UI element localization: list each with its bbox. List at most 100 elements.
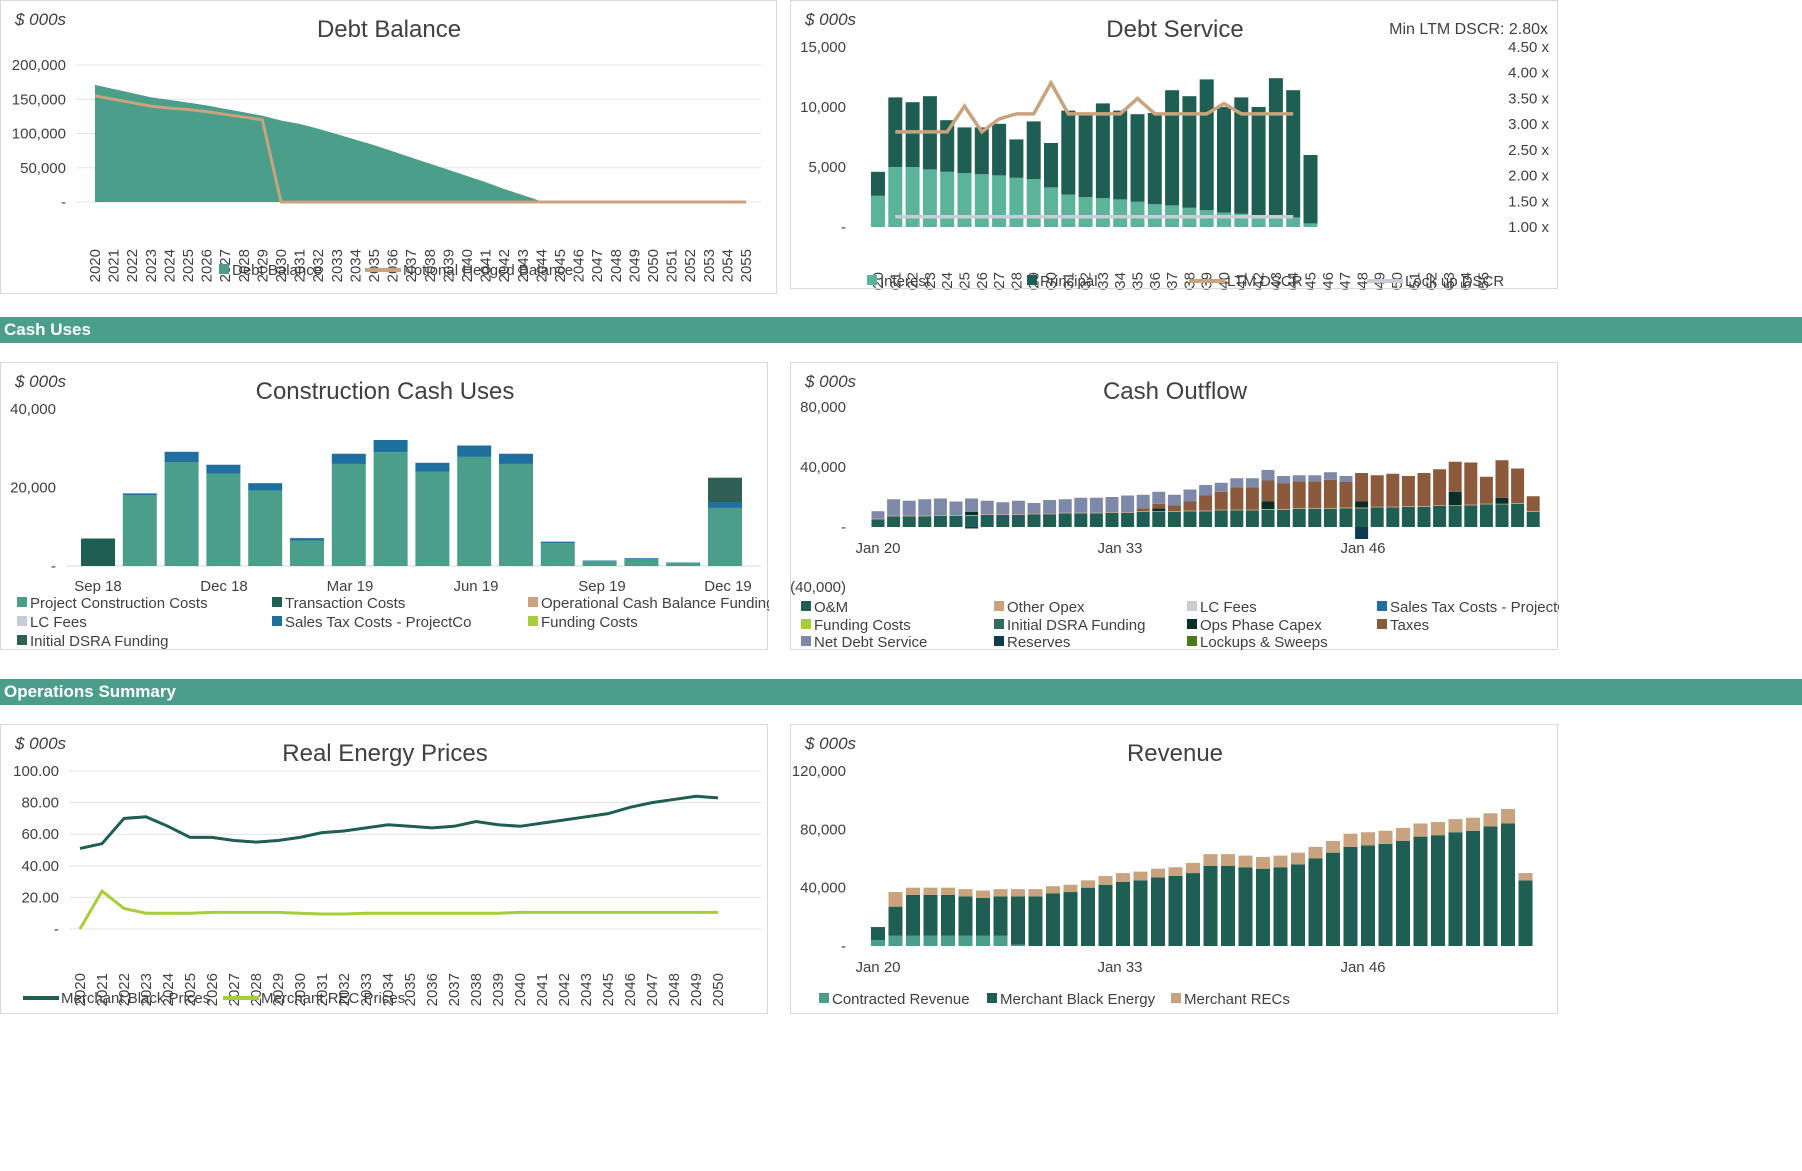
bar-principal (1268, 78, 1283, 217)
legend-label: Taxes (1390, 617, 1429, 634)
bar-other-opex (1433, 505, 1447, 506)
bar-merchant-recs (1256, 857, 1270, 869)
legend-label: Transaction Costs (285, 595, 405, 612)
legend-swatch (1187, 619, 1197, 629)
bar-merchant-black-energy (1378, 843, 1393, 946)
x-tick-label: 2033 (1095, 272, 1112, 290)
bar-taxes (1370, 475, 1384, 507)
bar-transaction-costs (81, 538, 115, 566)
bar-other-opex (1027, 513, 1041, 515)
bar-merchant-black-energy (1046, 893, 1060, 946)
bar-principal (1095, 103, 1110, 199)
bar-contracted-revenue (958, 935, 973, 946)
bar-other-opex (1089, 512, 1103, 514)
unit-label: $ 000s (14, 734, 67, 753)
x-tick-label: 2034 (380, 973, 397, 1006)
x-tick-label: 2052 (1424, 272, 1441, 290)
x-tick-label: 2042 (1251, 272, 1268, 290)
legend-label: Funding Costs (814, 617, 911, 634)
x-tick-label: 2052 (682, 249, 699, 282)
x-tick-label: Sep 19 (578, 578, 626, 595)
bar-merchant-black-energy (888, 906, 903, 936)
bar-principal (905, 102, 920, 167)
bar-sales-tax-costs-projectco (290, 538, 324, 541)
bar-merchant-black-energy (1273, 867, 1288, 946)
bar-merchant-black-energy (1413, 836, 1428, 946)
x-tick-label: 2031 (314, 973, 331, 1006)
legend-label: Sales Tax Costs - ProjectCo (1390, 599, 1559, 616)
bar-other-opex (902, 515, 916, 517)
y-tick-label: - (54, 921, 59, 938)
bar-net-debt-service (965, 498, 979, 512)
legend-label: Merchant Black Energy (1000, 991, 1156, 1008)
bar-sales-tax-costs-projectco (248, 483, 283, 491)
legend-swatch (272, 597, 282, 607)
legend-label: Operational Cash Balance Funding (541, 595, 769, 612)
bar-merchant-recs (923, 887, 938, 895)
bar-net-debt-service (1074, 497, 1088, 513)
x-tick-label: 2039 (440, 249, 457, 282)
bar-principal (1130, 114, 1145, 202)
bar-o-m (1167, 512, 1181, 527)
bar-interest (922, 169, 937, 227)
bar-other-opex (1199, 510, 1213, 512)
bar-merchant-recs (1326, 841, 1340, 853)
bar-merchant-recs (1343, 833, 1358, 847)
bar-principal (1217, 107, 1231, 213)
bar-taxes (1308, 481, 1322, 509)
bar-net-debt-service (1043, 500, 1057, 514)
y2-tick-label: 1.50 x (1508, 193, 1549, 210)
bar-merchant-black-energy (976, 897, 990, 936)
bar-principal (1251, 107, 1266, 215)
legend-label: Sales Tax Costs - ProjectCo (285, 614, 471, 631)
bar-merchant-black-energy (958, 896, 973, 936)
x-tick-label: 2029 (254, 249, 271, 282)
bar-merchant-black-energy (1098, 884, 1113, 946)
bar-other-opex (1058, 512, 1072, 514)
x-tick-label: 2036 (424, 973, 441, 1006)
legend-label: Principal (1040, 273, 1098, 290)
bar-merchant-black-energy (1256, 868, 1270, 946)
bar-net-debt-service (1245, 478, 1259, 488)
x-tick-label: 2025 (180, 249, 197, 282)
y-tick-label: 80,000 (800, 821, 846, 838)
bar-merchant-black-energy (1343, 846, 1358, 946)
bar-principal (1026, 121, 1041, 179)
x-tick-label: 2040 (459, 249, 476, 282)
bar-other-opex (1152, 511, 1166, 512)
bar-other-opex (1511, 503, 1525, 504)
x-tick-label: 2029 (270, 973, 287, 1006)
bar-interest (1268, 216, 1283, 227)
bar-net-debt-service (996, 502, 1010, 515)
chart-title: Cash Outflow (1103, 378, 1248, 405)
x-tick-label: 2054 (1458, 272, 1475, 290)
chart-title: Real Energy Prices (282, 740, 487, 767)
x-tick-label: 2046 (622, 973, 639, 1006)
bar-merchant-black-energy (1518, 880, 1533, 946)
bar-merchant-recs (1046, 886, 1060, 894)
bar-taxes (1526, 496, 1540, 512)
bar-o-m (902, 516, 916, 527)
bar-principal (940, 120, 955, 172)
bar-merchant-black-energy (1291, 864, 1305, 946)
x-tick-label: 2026 (204, 973, 221, 1006)
bar-o-m (1495, 504, 1509, 527)
bar-project-construction-costs (122, 495, 157, 566)
chart-title: Debt Balance (317, 16, 461, 43)
bar-merchant-black-energy (1501, 823, 1515, 946)
x-tick-label: 2035 (402, 973, 419, 1006)
x-tick-label: 2041 (534, 973, 551, 1006)
bar-project-construction-costs (666, 562, 701, 566)
bar-o-m (1136, 512, 1150, 527)
bar-principal (1078, 113, 1093, 197)
bar-o-m (1089, 513, 1103, 527)
bar-interest (1199, 210, 1214, 227)
debt-balance-panel: $ 000s Debt Balance 200,000 150,000 100,000 5… (0, 0, 777, 294)
real-energy-prices-panel: $ 000s Real Energy Prices 100.00 80.00 60.00… (0, 724, 768, 1014)
bar-net-debt-service (1105, 497, 1119, 512)
unit-label: $ 000s (14, 10, 67, 29)
bar-other-opex (1339, 507, 1353, 509)
legend-swatch (1027, 275, 1037, 285)
bar-interest (974, 174, 989, 227)
x-tick-label: 2051 (1406, 272, 1423, 290)
